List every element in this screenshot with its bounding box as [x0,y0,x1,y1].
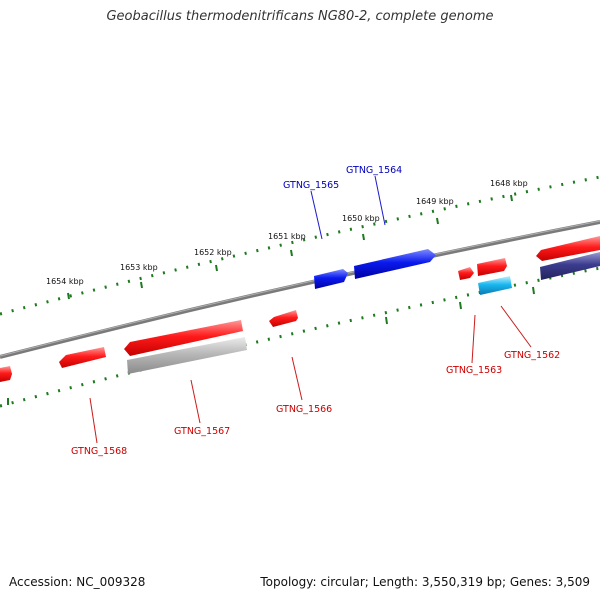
bottom-ruler-line [0,266,600,408]
tick-mark [385,316,388,325]
tick-label-1651: 1651 kbp [268,232,306,241]
genome-backbone [0,220,600,359]
accession-text: Accession: NC_009328 [9,575,146,589]
gene-feature-gtng-1568[interactable] [59,347,106,368]
gene-label-gtng-1563[interactable]: GTNG_1563 [446,365,502,376]
tick-mark [140,281,143,289]
gene-label-gtng-1562[interactable]: GTNG_1562 [504,350,560,361]
gene-label-gtng-1568[interactable]: GTNG_1568 [71,446,127,457]
gene-label-gtng-1565[interactable]: GTNG_1565 [283,180,339,191]
tick-label-1648: 1648 kbp [490,179,528,188]
gene-label-gtng-1567[interactable]: GTNG_1567 [174,426,230,437]
gene-feature[interactable] [477,258,507,276]
tick-mark [67,292,70,300]
genome-title: Geobacillus thermodenitrificans NG80-2, … [106,9,494,24]
gene-feature-gtng-1565[interactable] [314,269,348,289]
gene-feature-gtng-1564[interactable] [354,249,436,279]
gene-label-gtng-1564[interactable]: GTNG_1564 [346,165,402,176]
leader-line [89,397,98,444]
leader-line [291,356,303,401]
tick-label-1650: 1650 kbp [342,214,380,223]
tick-mark [459,301,462,310]
gene-feature-gtng-1567-shadow[interactable] [127,337,247,374]
topology-text: Topology: circular; Length: 3,550,319 bp… [260,575,590,589]
leader-line [310,190,323,240]
leader-line [500,305,532,348]
tick-mark [532,286,535,295]
gene-feature-gtng-1567[interactable] [124,320,243,356]
top-ruler-line [0,175,600,316]
leader-line [190,379,201,424]
tick-label-1654: 1654 kbp [46,277,84,286]
leader-line [471,314,476,364]
gene-label-gtng-1566[interactable]: GTNG_1566 [276,404,332,415]
gene-feature-gtng-1563[interactable] [478,276,512,295]
tick-mark [510,194,513,202]
gene-feature-gtng-1566[interactable] [269,310,298,327]
gene-feature[interactable] [458,267,474,280]
tick-mark [362,233,365,241]
gene-feature[interactable] [0,366,12,382]
gene-feature[interactable] [536,236,600,261]
gene-feature[interactable] [540,252,600,280]
leader-line [374,175,386,226]
tick-mark [290,249,293,257]
tick-label-1652: 1652 kbp [194,248,232,257]
tick-label-1653: 1653 kbp [120,263,158,272]
tick-mark [436,217,439,225]
tick-label-1649: 1649 kbp [416,197,454,206]
tick-mark [215,264,218,272]
